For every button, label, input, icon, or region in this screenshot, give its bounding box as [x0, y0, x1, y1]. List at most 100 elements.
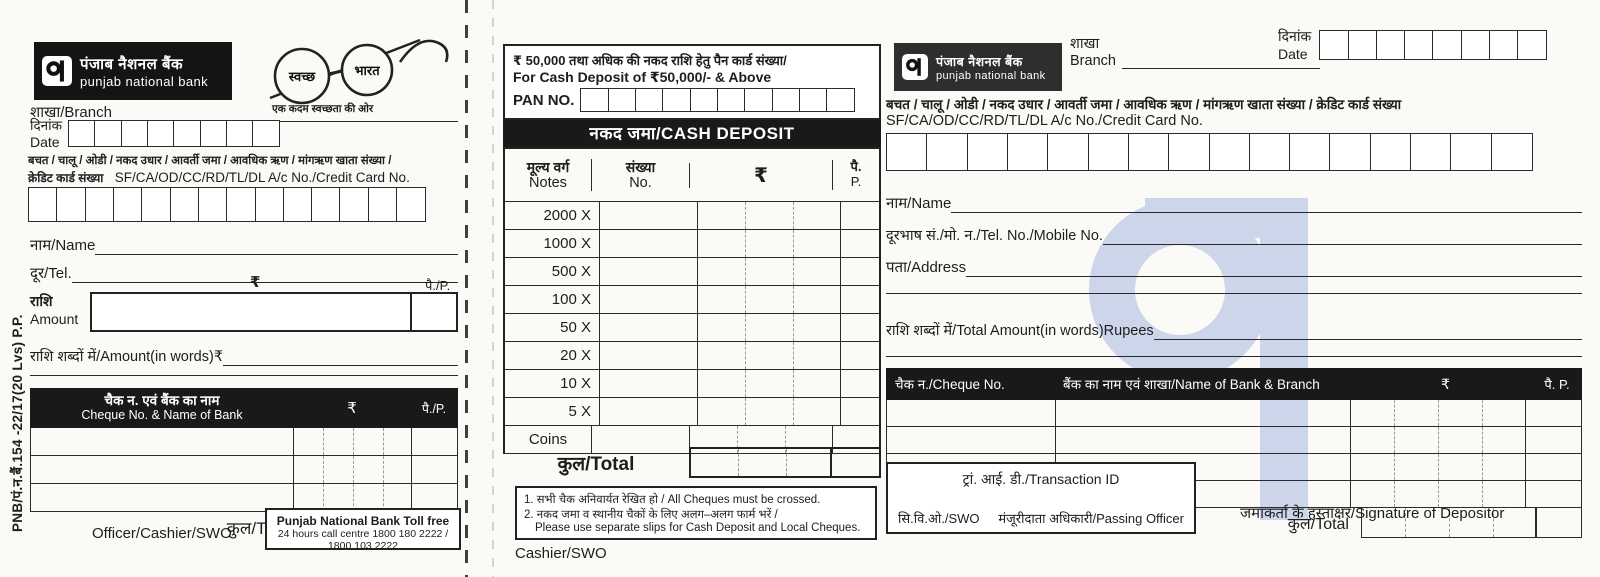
counterfoil-cheque-table: चैक न. एवं बैंक का नाम Cheque No. & Name…: [30, 388, 458, 542]
pnb-watermark-icon: [1085, 170, 1355, 525]
col-cheque-no: चैक न./Cheque No.: [895, 377, 1005, 392]
denomination-label: Coins: [528, 431, 568, 448]
name-label: नाम/Name: [30, 237, 96, 254]
bank-name-english: punjab national bank: [936, 69, 1046, 82]
account-types-english: SF/CA/OD/CC/RD/TL/DL A/c No./Credit Card…: [114, 170, 410, 185]
pnb-logo-mark-icon: [902, 54, 928, 80]
denomination-label: 500 X: [551, 263, 591, 280]
note-1: 1. सभी चैक अनिवार्यत रेखित हो / All Cheq…: [524, 494, 821, 506]
account-types-hindi: बचत / चालू / ओडी / नकद उधार / आवर्ती जमा…: [28, 155, 392, 167]
cheque-total-label: कुल/Total: [1287, 516, 1349, 533]
bank-name-hindi: पंजाब नैशनल बैंक: [80, 55, 184, 73]
transaction-id-label: ट्रां. आई. डी./Transaction ID: [962, 471, 1120, 487]
signature-label: जमाकर्ता के हस्ताक्षर/Signature of Depos…: [1240, 505, 1505, 522]
note-2-english: Please use separate slips for Cash Depos…: [535, 522, 861, 534]
name-label: नाम/Name: [886, 195, 952, 212]
account-number-boxes: [886, 133, 1533, 171]
denomination-table: मूल्य वर्ग Notes संख्या No. ₹ पै. P. 200…: [503, 147, 881, 454]
pan-note-english: For Cash Deposit of ₹50,000/- & Above: [513, 69, 772, 85]
date-label-english: Date: [30, 134, 60, 150]
cheque-header-paise: पै./P.: [421, 401, 447, 416]
amount-words-label: राशि शब्दों में/Amount(in words)₹: [30, 349, 224, 365]
denomination-label: 10 X: [560, 375, 591, 392]
col-paise-hindi: पै.: [850, 159, 862, 175]
col-bank-name: बैंक का नाम एवं शाखा/Name of Bank & Bran…: [1063, 377, 1320, 392]
pnb-logo-mark-icon: [42, 56, 72, 86]
swo-label: सि.वि.ओ./SWO: [898, 511, 980, 526]
denomination-label: 2000 X: [543, 207, 591, 224]
pan-label: PAN NO.: [513, 91, 575, 109]
name-line: [95, 253, 458, 255]
rupee-symbol: ₹: [250, 274, 261, 291]
date-label-hindi: दिनांक: [30, 118, 63, 133]
name-line: [951, 211, 1582, 213]
col-paise-english: P.: [850, 174, 862, 189]
tollfree-line2: 24 hours call centre 1800 180 2222 / 180…: [277, 528, 449, 552]
perforation-line-light: [492, 0, 494, 577]
counterfoil-panel: पंजाब नैशनल बैंक punjab national bank स्…: [22, 30, 464, 570]
tel-line: [71, 281, 458, 283]
main-slip-panel: पंजाब नैशनल बैंक punjab national bank शा…: [880, 25, 1590, 577]
cheque-header-english: Cheque No. & Name of Bank: [81, 407, 243, 422]
branch-label-hindi: शाखा: [1070, 36, 1100, 52]
denomination-label: 5 X: [568, 403, 591, 420]
main-cheque-table: चैक न./Cheque No. बैंक का नाम एवं शाखा/N…: [886, 368, 1582, 538]
transaction-box: ट्रां. आई. डी./Transaction ID सि.वि.ओ./S…: [886, 462, 1196, 534]
branch-line: [111, 120, 458, 122]
amount-label-english: Amount: [30, 311, 79, 327]
cash-total-label: कुल/Total: [557, 453, 635, 475]
tel-label: दूरभाष सं./मो. न./Tel. No./Mobile No.: [886, 228, 1103, 244]
cash-deposit-panel: ₹ 50,000 तथा अधिक की नकद राशि हेतु पैन क…: [497, 30, 887, 570]
branch-label-english: Branch: [1070, 53, 1116, 69]
account-types-hindi2: क्रेडिट कार्ड संख्या: [28, 171, 104, 185]
tollfree-box: Punjab National Bank Toll free 24 hours …: [265, 508, 461, 552]
branch-line: [1121, 67, 1320, 69]
amount-words-line-2: [886, 356, 1582, 357]
paise-label: पै./P.: [425, 278, 451, 293]
amount-words-line: [1153, 338, 1582, 340]
col-notes-hindi: मूल्य वर्ग: [526, 158, 570, 175]
pnb-logo: पंजाब नैशनल बैंक punjab national bank: [34, 42, 232, 100]
pan-note-hindi: ₹ 50,000 तथा अधिक की नकद राशि हेतु पैन क…: [513, 53, 787, 68]
cheque-header-rupee: ₹: [347, 400, 357, 417]
denomination-label: 1000 X: [543, 235, 591, 252]
col-rupee: ₹: [1441, 375, 1450, 392]
note-2-hindi: 2. नकद जमा व स्थानीय चैकों के लिए अलग–अल…: [524, 509, 778, 521]
passing-officer-label: मंजूरीदाता अधिकारी/Passing Officer: [998, 511, 1184, 526]
cheque-header-hindi: चैक न. एवं बैंक का नाम: [104, 393, 220, 409]
date-boxes: [68, 119, 281, 147]
date-boxes: [1319, 29, 1548, 60]
pnb-logo-main: पंजाब नैशनल बैंक punjab national bank: [894, 43, 1062, 91]
account-number-boxes: [28, 187, 427, 222]
pan-box: ₹ 50,000 तथा अधिक की नकद राशि हेतु पैन क…: [503, 44, 881, 120]
date-label-hindi: दिनांक: [1278, 28, 1312, 44]
col-notes-english: Notes: [529, 174, 567, 191]
col-paise: पै. P.: [1544, 377, 1570, 392]
bank-name-hindi: पंजाब नैशनल बैंक: [936, 54, 1023, 69]
cheque-notes-box: 1. सभी चैक अनिवार्यत रेखित हो / All Cheq…: [515, 486, 877, 540]
svg-text:भारत: भारत: [354, 63, 380, 78]
bank-name-english: punjab national bank: [80, 73, 208, 89]
form-code-vertical: PNB/पं.न.बैं.154 -22/17(20 Lvs) P.P.: [10, 314, 25, 532]
swachh-tagline: एक कदम स्वच्छता की ओर: [272, 103, 374, 115]
amount-words-label: राशि शब्दों में/Total Amount(in words)Ru…: [886, 323, 1154, 339]
amount-box: [90, 292, 458, 332]
denomination-label: 20 X: [560, 347, 591, 364]
address-label: पता/Address: [886, 259, 967, 276]
tel-line: [1102, 243, 1582, 245]
branch-label: शाखा/Branch: [30, 104, 112, 121]
address-line-2: [886, 293, 1582, 294]
amount-label-hindi: राशि: [30, 293, 53, 309]
account-types-english: SF/CA/OD/CC/RD/TL/DL A/c No./Credit Card…: [886, 113, 1203, 129]
cash-deposit-title: नकद जमा/CASH DEPOSIT: [503, 120, 881, 147]
denomination-label: 50 X: [560, 319, 591, 336]
address-line: [966, 275, 1582, 277]
cashier-label: Cashier/SWO: [515, 545, 607, 562]
tollfree-line1: Punjab National Bank Toll free: [276, 514, 450, 528]
amount-words-line: [223, 364, 458, 366]
tel-label: दूर/Tel.: [30, 265, 72, 282]
account-types-hindi: बचत / चालू / ओडी / नकद उधार / आवर्ती जमा…: [886, 97, 1402, 112]
denomination-label: 100 X: [551, 291, 591, 308]
col-no-english: No.: [629, 174, 652, 191]
col-rupee: ₹: [689, 162, 832, 188]
